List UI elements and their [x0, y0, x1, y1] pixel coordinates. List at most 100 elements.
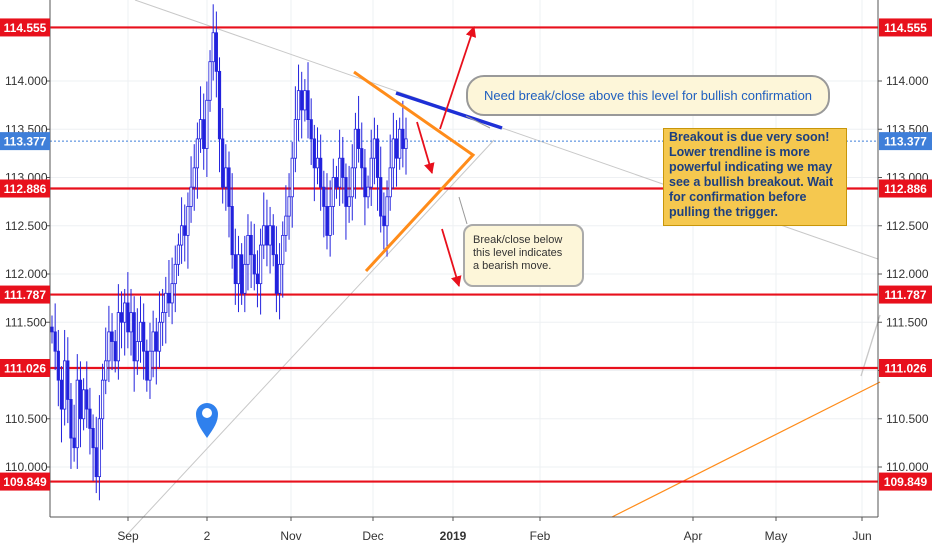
- candle-body: [284, 215, 288, 236]
- candle-body: [366, 186, 370, 198]
- price-badge: [0, 472, 50, 491]
- x-tick-label: Dec: [362, 529, 383, 543]
- price-badge-label: 109.849: [884, 475, 928, 489]
- candle-body: [50, 326, 54, 333]
- candle-body: [116, 312, 120, 362]
- price-badge: [0, 179, 50, 198]
- candle-body: [338, 157, 342, 188]
- right-trendline: [860, 314, 881, 377]
- candle-body: [281, 234, 285, 265]
- candle-body: [97, 418, 102, 478]
- breakout-note-line: Lower trendline is more: [669, 145, 811, 159]
- candle-body: [72, 437, 76, 449]
- candle-body: [375, 138, 380, 178]
- price-badge-label: 114.555: [4, 21, 47, 35]
- candle-body: [104, 360, 108, 381]
- candle-body: [233, 254, 237, 285]
- candle-body: [129, 312, 133, 333]
- candle-body: [319, 157, 323, 188]
- price-badge-label: 111.026: [4, 361, 46, 375]
- candle-body: [322, 186, 326, 207]
- x-tick-label: Feb: [530, 529, 551, 543]
- triangle-pattern: [353, 70, 476, 273]
- map-pin-icon[interactable]: [196, 403, 218, 438]
- drawings: [353, 25, 503, 288]
- resistance-line: [395, 91, 503, 130]
- candle-body: [356, 128, 361, 149]
- candle-body: [404, 138, 408, 149]
- candle-body: [119, 312, 124, 323]
- candle-body: [309, 119, 313, 140]
- candle-body: [315, 157, 320, 169]
- y-tick-label: 110.000: [886, 460, 929, 474]
- y-tick-label: 112.500: [5, 219, 48, 233]
- candle-body: [350, 167, 354, 198]
- candle-body: [176, 244, 181, 265]
- candle-body: [259, 244, 263, 285]
- candle-body: [255, 273, 260, 285]
- candle-body: [164, 292, 168, 313]
- price-badge: [0, 285, 50, 304]
- x-tick-label: Apr: [684, 529, 703, 543]
- price-badge-label: 113.377: [4, 135, 47, 149]
- y-tick-label: 114.000: [886, 74, 929, 88]
- candle-body: [142, 321, 146, 352]
- price-badge-label: 111.787: [884, 288, 926, 302]
- candle-body: [240, 254, 244, 294]
- direction-arrow: [439, 25, 477, 130]
- candle-body: [394, 138, 399, 159]
- candle-body: [262, 225, 266, 246]
- candle-body: [170, 283, 174, 304]
- price-badges-right: 114.555 112.886 111.787 111.026 109.849 113.3…: [879, 18, 932, 491]
- candle-body: [382, 215, 386, 227]
- candle-body: [334, 177, 339, 188]
- price-badge-label: 112.886: [4, 182, 47, 196]
- x-axis: Sep 2 Nov Dec 2019 Feb Apr May Jun: [117, 517, 872, 543]
- candle-body: [246, 234, 250, 265]
- price-badge: [879, 18, 932, 37]
- price-badge: [879, 472, 932, 491]
- callout-pointer: [458, 196, 468, 225]
- candle-body: [217, 70, 222, 140]
- candle-body: [63, 360, 67, 410]
- y-tick-label: 114.000: [5, 74, 48, 88]
- candle-body: [192, 167, 196, 188]
- candle-body: [88, 408, 92, 429]
- candle-body: [360, 148, 364, 169]
- candle-body: [167, 292, 171, 304]
- candle-body: [268, 225, 272, 246]
- candles: [50, 4, 408, 501]
- candle-body: [189, 186, 193, 207]
- candle-body: [91, 427, 95, 449]
- candle-body: [173, 263, 177, 285]
- y-tick-label: 112.500: [886, 219, 929, 233]
- candle-body: [113, 341, 117, 362]
- bearish-note: Break/close below this level indicates a…: [463, 224, 584, 287]
- candle-body: [132, 312, 136, 362]
- candle-body: [306, 90, 310, 121]
- candle-body: [151, 331, 155, 352]
- breakout-note-line: for confirmation before: [669, 190, 807, 204]
- price-badges-left: 114.555 112.886 111.787 111.026 109.849 113.3…: [0, 18, 50, 491]
- orange-trendline: [611, 381, 881, 518]
- candle-body: [388, 167, 392, 198]
- callout-pointer: [465, 115, 491, 129]
- candle-body: [344, 177, 348, 207]
- candle-body: [100, 379, 105, 420]
- candle-body: [230, 206, 234, 256]
- y-tick-label: 111.500: [5, 315, 47, 329]
- candle-body: [277, 263, 282, 294]
- axes: [49, 0, 879, 518]
- price-badge: [879, 285, 932, 304]
- breakout-note-line: see a bullish breakout. Wait: [669, 175, 834, 189]
- candle-body: [328, 206, 332, 236]
- price-badge: [0, 18, 50, 37]
- candle-body: [227, 167, 231, 207]
- candle-body: [183, 225, 187, 236]
- candle-body: [249, 234, 253, 256]
- candle-body: [265, 225, 269, 246]
- candle-body: [312, 138, 316, 169]
- x-tick-label: 2: [204, 529, 211, 543]
- y-tick-label: 110.500: [886, 412, 929, 426]
- price-badge: [0, 132, 50, 151]
